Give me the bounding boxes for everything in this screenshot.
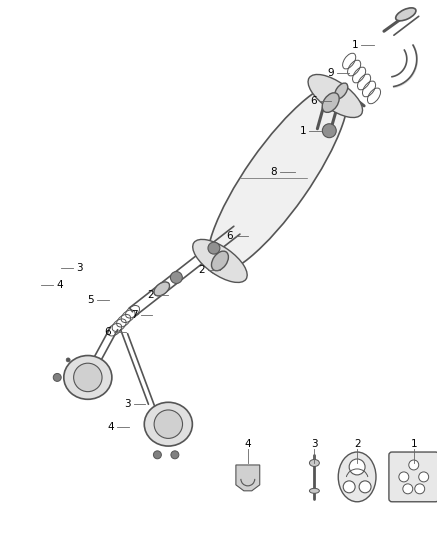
Circle shape bbox=[359, 481, 371, 493]
Circle shape bbox=[74, 363, 102, 392]
Ellipse shape bbox=[64, 356, 112, 399]
Text: 4: 4 bbox=[56, 280, 63, 290]
Text: 2: 2 bbox=[354, 439, 360, 449]
Circle shape bbox=[403, 484, 413, 494]
Text: 1: 1 bbox=[410, 439, 417, 449]
Text: 4: 4 bbox=[244, 439, 251, 449]
Circle shape bbox=[66, 358, 70, 362]
Ellipse shape bbox=[335, 83, 348, 99]
Text: 5: 5 bbox=[87, 295, 94, 305]
Circle shape bbox=[53, 374, 61, 382]
Circle shape bbox=[419, 472, 429, 482]
Ellipse shape bbox=[212, 251, 229, 271]
Text: 4: 4 bbox=[107, 422, 114, 432]
Ellipse shape bbox=[154, 282, 170, 296]
Ellipse shape bbox=[396, 8, 416, 21]
Ellipse shape bbox=[308, 75, 363, 117]
Text: 1: 1 bbox=[300, 126, 307, 136]
Text: 6: 6 bbox=[104, 327, 111, 337]
Text: 6: 6 bbox=[310, 96, 316, 106]
Circle shape bbox=[170, 271, 182, 284]
Text: 3: 3 bbox=[124, 399, 131, 409]
Text: 3: 3 bbox=[76, 263, 82, 273]
Text: 2: 2 bbox=[198, 265, 205, 275]
Text: 2: 2 bbox=[147, 290, 153, 300]
Circle shape bbox=[349, 459, 365, 475]
Text: 9: 9 bbox=[328, 68, 334, 78]
Circle shape bbox=[153, 451, 161, 459]
Ellipse shape bbox=[309, 459, 319, 466]
Polygon shape bbox=[236, 465, 260, 491]
FancyBboxPatch shape bbox=[389, 452, 438, 502]
Ellipse shape bbox=[144, 402, 192, 446]
Text: 1: 1 bbox=[351, 40, 358, 50]
Ellipse shape bbox=[193, 239, 247, 282]
Ellipse shape bbox=[338, 452, 376, 502]
Circle shape bbox=[415, 484, 425, 494]
Circle shape bbox=[171, 451, 179, 459]
Text: 7: 7 bbox=[131, 310, 138, 320]
Ellipse shape bbox=[309, 488, 319, 494]
Circle shape bbox=[208, 242, 220, 254]
Circle shape bbox=[399, 472, 409, 482]
Text: 6: 6 bbox=[226, 231, 233, 241]
Text: 8: 8 bbox=[270, 167, 277, 177]
Ellipse shape bbox=[322, 93, 339, 112]
Text: 3: 3 bbox=[311, 439, 318, 449]
Ellipse shape bbox=[207, 83, 348, 274]
Circle shape bbox=[343, 481, 355, 493]
Circle shape bbox=[154, 410, 183, 439]
Circle shape bbox=[322, 124, 336, 138]
Circle shape bbox=[409, 460, 419, 470]
